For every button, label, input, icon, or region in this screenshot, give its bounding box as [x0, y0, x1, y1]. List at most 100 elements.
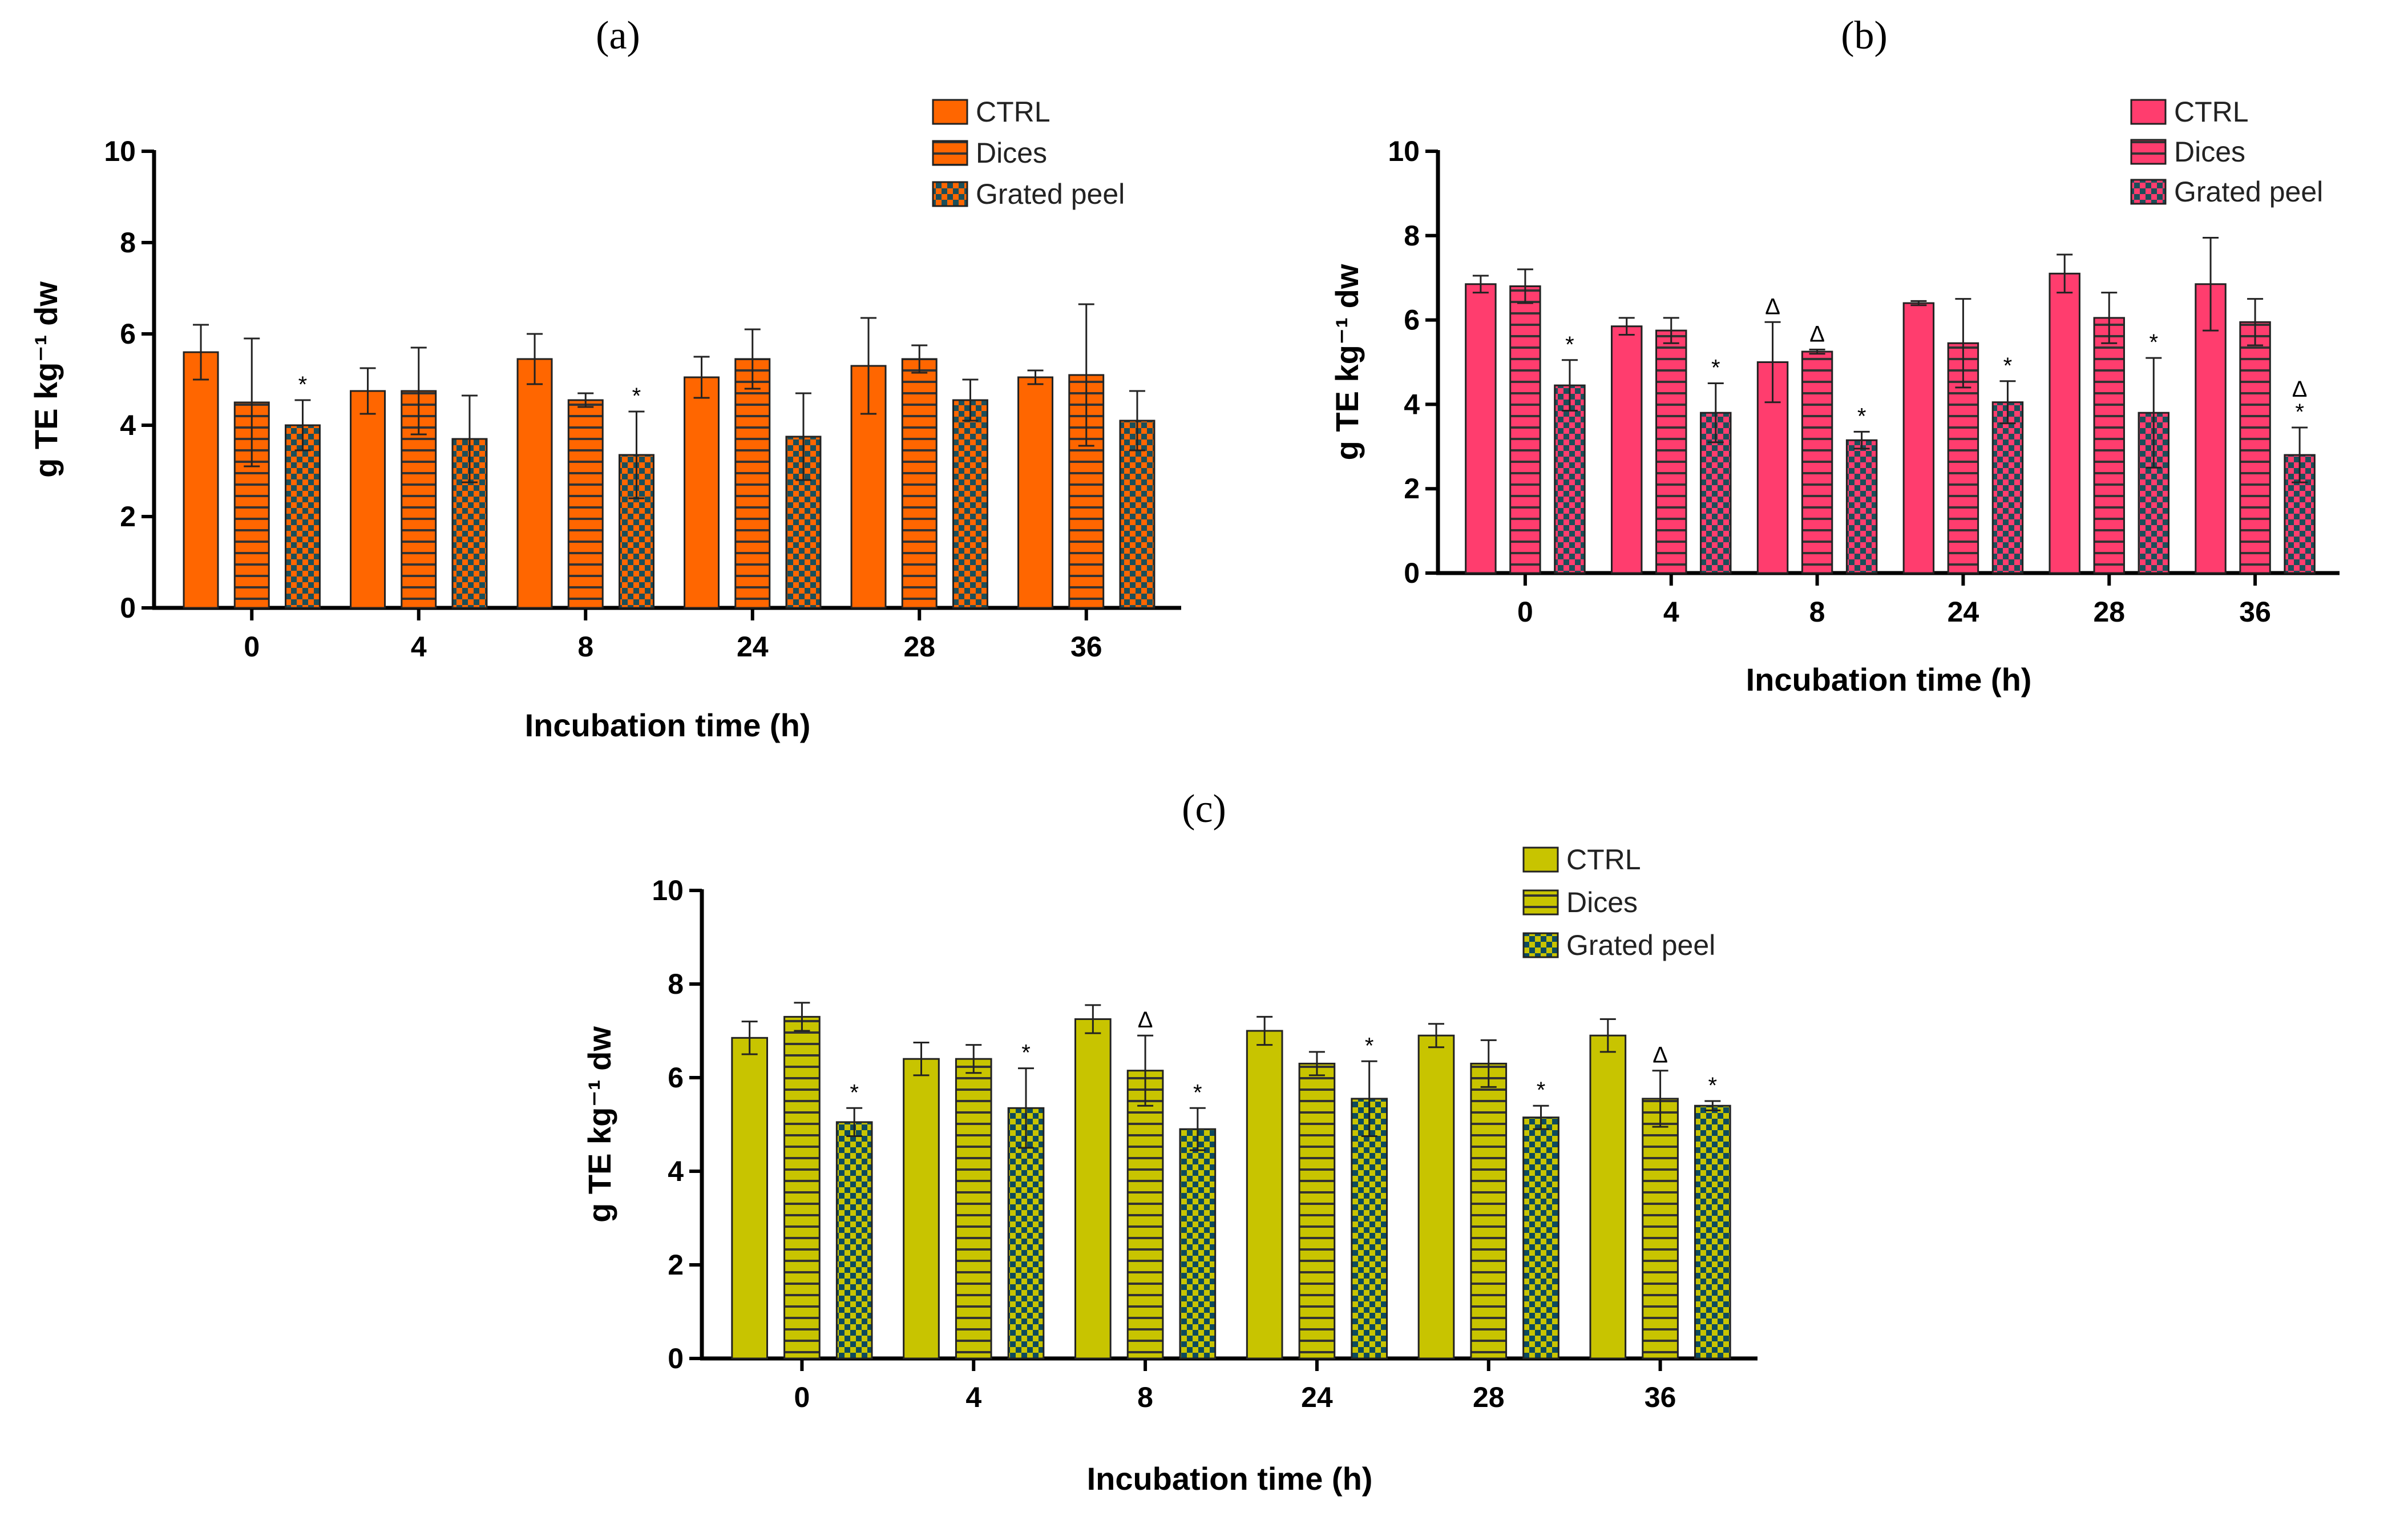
legend-swatch-checker: [1522, 932, 1559, 958]
panel-label: (a): [596, 14, 640, 58]
y-tick-label: 10: [652, 874, 684, 906]
bar-stripes-4: [1470, 1062, 1508, 1360]
bar-solid-0: [1465, 283, 1497, 574]
bar-stripes-5: [2239, 321, 2271, 574]
legend-swatch-stripes: [932, 140, 968, 166]
bar-solid-4: [2049, 272, 2080, 574]
bar-solid-3: [1246, 1030, 1283, 1360]
y-tick-label: 6: [120, 318, 136, 350]
x-tick-label: 28: [2093, 596, 2125, 628]
y-tick-label: 0: [1404, 557, 1420, 589]
bar-solid-1: [1610, 325, 1643, 574]
x-tick-label: 4: [411, 631, 427, 663]
significance-asterisk: *: [1565, 332, 1574, 357]
panel-label: (c): [1182, 787, 1226, 831]
x-tick-label: 4: [1663, 596, 1679, 628]
legend-label: Dices: [2174, 136, 2245, 168]
significance-delta: Δ: [1809, 321, 1825, 346]
significance-delta: Δ: [2292, 377, 2308, 402]
y-tick-label: 0: [120, 592, 136, 624]
y-tick-label: 4: [120, 409, 136, 441]
y-tick-label: 8: [120, 227, 136, 259]
x-tick-label: 8: [577, 631, 593, 663]
bar-checker-4: [1522, 1116, 1559, 1360]
bar-stripes-0: [1509, 285, 1541, 574]
bar-checker-5: [1694, 1104, 1731, 1360]
y-tick-label: 2: [1404, 473, 1420, 505]
significance-asterisk: *: [1021, 1041, 1031, 1066]
legend-swatch-solid: [2130, 99, 2167, 125]
y-tick-label: 8: [668, 968, 684, 1000]
bar-stripes-1: [1655, 329, 1687, 574]
bar-solid-3: [1902, 302, 1935, 574]
bar-checker-3: [1991, 401, 2024, 574]
legend-label: Dices: [1566, 886, 1638, 918]
significance-asterisk: *: [1365, 1033, 1374, 1058]
y-tick-label: 10: [1388, 135, 1420, 167]
y-tick-label: 0: [668, 1342, 684, 1374]
significance-asterisk: *: [2149, 330, 2158, 355]
x-tick-label: 8: [1809, 596, 1825, 628]
significance-asterisk: *: [1193, 1080, 1202, 1105]
bar-stripes-2: [1126, 1070, 1164, 1360]
significance-delta: Δ: [1765, 294, 1780, 319]
bar-checker-0: [835, 1121, 873, 1360]
legend-swatch-stripes: [2130, 139, 2167, 165]
bar-stripes-2: [567, 399, 604, 609]
y-tick-label: 6: [668, 1062, 684, 1094]
legend-label: CTRL: [2174, 96, 2249, 128]
bar-stripes-4: [901, 358, 938, 609]
bar-solid-4: [1417, 1034, 1455, 1360]
significance-asterisk: *: [1711, 355, 1720, 380]
y-axis-title: g TE kg⁻¹ dw: [28, 281, 64, 478]
bar-checker-0: [1554, 384, 1586, 574]
y-tick-label: 2: [668, 1249, 684, 1281]
significance-asterisk: *: [850, 1080, 859, 1105]
y-axis-title: g TE kg⁻¹ dw: [1329, 264, 1365, 460]
bar-checker-5: [1119, 420, 1155, 609]
bar-checker-4: [2138, 412, 2170, 574]
significance-asterisk: *: [298, 372, 308, 397]
y-tick-label: 4: [668, 1155, 684, 1187]
x-tick-label: 4: [965, 1381, 981, 1413]
y-tick-label: 10: [104, 135, 136, 167]
bar-checker-3: [1351, 1098, 1388, 1360]
bar-stripes-3: [1298, 1062, 1336, 1360]
bar-solid-1: [350, 390, 386, 609]
legend-label: Dices: [976, 137, 1047, 169]
bar-solid-1: [903, 1058, 940, 1360]
x-axis-title: Incubation time (h): [1087, 1461, 1373, 1497]
bar-stripes-5: [1642, 1098, 1679, 1360]
legend-label: CTRL: [1566, 844, 1641, 876]
significance-asterisk: *: [632, 384, 641, 409]
bar-checker-2: [1845, 439, 1878, 574]
x-tick-label: 28: [1473, 1381, 1505, 1413]
significance-delta: Δ: [1138, 1007, 1153, 1033]
significance-asterisk: *: [2003, 353, 2013, 378]
bar-solid-3: [684, 376, 720, 609]
significance-delta: Δ: [1653, 1043, 1668, 1068]
panel-label: (b): [1841, 14, 1888, 58]
bar-stripes-1: [955, 1058, 992, 1360]
legend-swatch-stripes: [1522, 889, 1559, 916]
bar-solid-5: [1589, 1034, 1627, 1360]
x-tick-label: 36: [2239, 596, 2271, 628]
legend-swatch-checker: [932, 181, 968, 207]
x-tick-label: 36: [1070, 631, 1102, 663]
bar-stripes-2: [1801, 350, 1833, 574]
y-tick-label: 2: [120, 501, 136, 533]
y-tick-label: 8: [1404, 220, 1420, 252]
significance-asterisk: *: [1708, 1073, 1718, 1098]
bar-checker-1: [1007, 1107, 1045, 1360]
legend-label: Grated peel: [976, 178, 1125, 210]
x-tick-label: 28: [903, 631, 935, 663]
x-axis-title: Incubation time (h): [525, 707, 811, 743]
x-tick-label: 8: [1137, 1381, 1153, 1413]
x-tick-label: 0: [244, 631, 260, 663]
chart-panel-1: (a) 0 2 4 6 8 10 g TE kg⁻¹ dw Incubation time (h…: [28, 14, 1181, 743]
legend-label: CTRL: [976, 96, 1051, 128]
y-tick-label: 6: [1404, 304, 1420, 336]
